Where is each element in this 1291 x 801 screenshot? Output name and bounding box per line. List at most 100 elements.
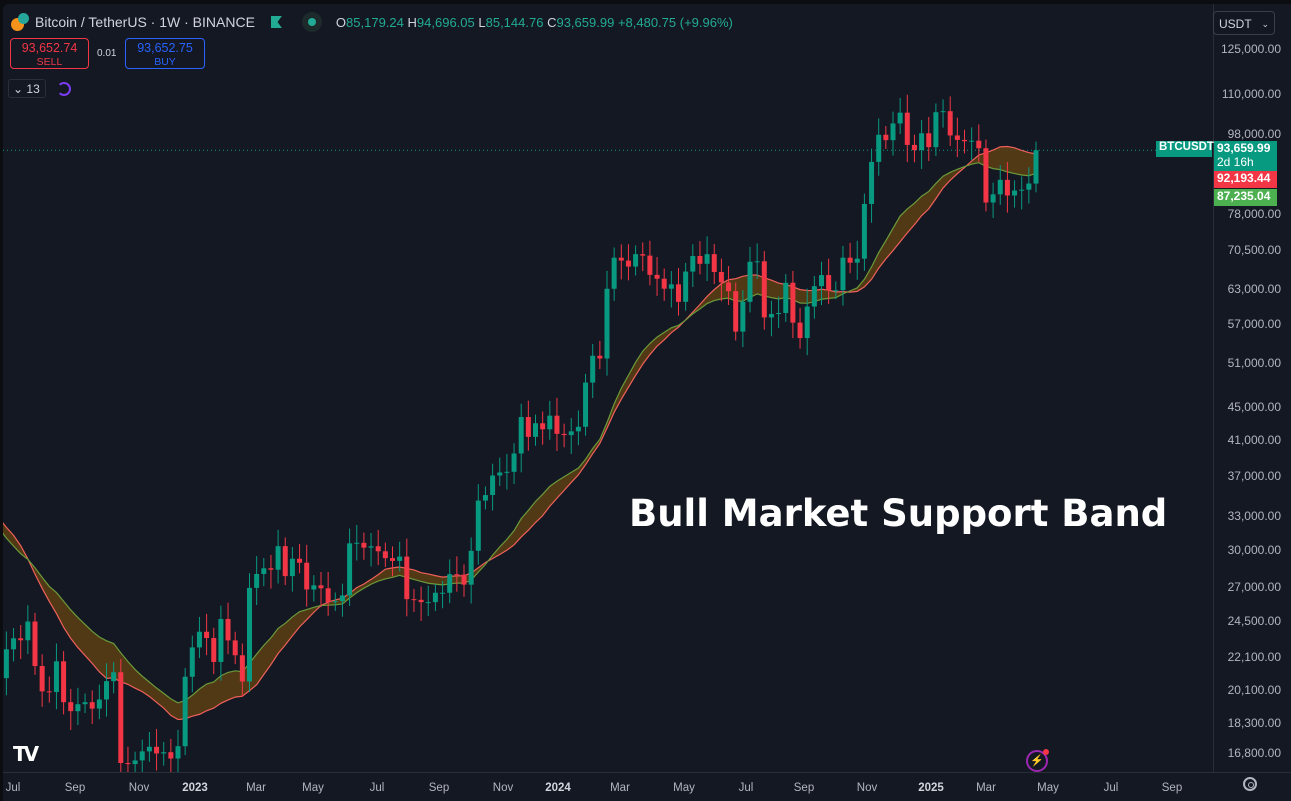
candle-body [604, 288, 610, 359]
price-tick-label: 51,000.00 [1227, 356, 1281, 371]
symbol-title[interactable]: Bitcoin / TetherUS · 1W · BINANCE [35, 14, 255, 30]
candle-body [690, 255, 696, 272]
candle-body [568, 431, 574, 436]
candle-body [804, 306, 810, 339]
change-value: +8,480.75 (+9.96%) [617, 14, 733, 30]
candle-body [811, 286, 817, 307]
currency-select[interactable]: USDT ⌄ [1213, 11, 1275, 35]
candle-body [962, 139, 967, 142]
candle-body [175, 746, 181, 759]
candle-body [525, 417, 531, 437]
last-price-tag: 93,659.99 2d 16h [1214, 141, 1277, 172]
time-tick-label: Jul [1103, 782, 1119, 794]
chart-annotation[interactable]: Bull Market Support Band [629, 492, 1168, 535]
candle-body [261, 568, 267, 574]
sma-value-tag: 92,193.44 [1214, 171, 1277, 189]
candle-body [39, 666, 45, 692]
sell-button[interactable]: 93,652.74 SELL [10, 38, 89, 69]
indicator-count: 13 [26, 82, 40, 96]
symbol-header: Bitcoin / TetherUS · 1W · BINANCE O85,17… [11, 12, 733, 32]
settings-gear-icon[interactable] [1243, 777, 1257, 791]
last-price-value: 93,659.99 [1217, 141, 1271, 156]
price-tick-label: 110,000.00 [1221, 86, 1281, 101]
candle-body [1033, 150, 1039, 184]
candle-body [497, 472, 503, 476]
chart-panel[interactable]: Bitcoin / TetherUS · 1W · BINANCE O85,17… [3, 4, 1291, 801]
indicators-toggle[interactable]: ⌄ 13 [8, 79, 46, 98]
price-tick-label: 125,000.00 [1220, 42, 1281, 56]
candle-body [633, 254, 639, 267]
candle-body [647, 255, 653, 275]
candle-body [89, 702, 95, 709]
candle-body [447, 574, 453, 593]
candle-body [375, 546, 381, 552]
candle-body [68, 702, 74, 712]
flag-icon[interactable] [270, 16, 282, 28]
candle-body [347, 543, 353, 596]
candle-body [997, 179, 1003, 195]
candle-body [254, 573, 260, 588]
tradingview-logo[interactable]: TV [13, 742, 39, 766]
candle-body [111, 672, 117, 682]
time-tick-label: 2023 [182, 782, 208, 794]
candle-body [854, 258, 860, 263]
candle-body [1004, 179, 1010, 196]
candle-body [282, 546, 288, 577]
time-tick-label: Jul [369, 782, 385, 794]
candle-body [683, 271, 689, 302]
candle-body [211, 637, 217, 662]
time-tick-label: Mar [976, 782, 996, 794]
sync-icon[interactable] [57, 82, 71, 96]
candle-body [711, 254, 717, 272]
ema-21-line [3, 162, 1037, 704]
candle-body [840, 257, 846, 291]
candle-body [482, 495, 488, 501]
time-tick-label: Nov [492, 782, 514, 794]
sell-price: 93,652.74 [21, 41, 78, 55]
candle-body [247, 587, 252, 682]
price-tick-label: 78,000.00 [1227, 207, 1281, 222]
candle-body [154, 746, 160, 754]
candle-body [490, 475, 496, 496]
candle-body [332, 601, 338, 603]
candle-body [411, 599, 417, 601]
time-tick-label: Sep [64, 782, 86, 794]
price-axis[interactable]: 125,000.00 110,000.00 98,000.00 78,000.00 70… [1213, 4, 1291, 772]
candle-body [890, 123, 896, 141]
candle-body [776, 312, 782, 315]
candle-body [819, 275, 824, 287]
candle-body [790, 282, 796, 323]
price-chart[interactable] [3, 4, 1213, 772]
candle-body [418, 599, 424, 603]
candle-body [726, 282, 732, 292]
candle-body [504, 471, 510, 473]
candle-body [32, 621, 38, 667]
candle-body [382, 551, 388, 559]
candle-body [268, 568, 274, 570]
candle-body [425, 602, 431, 604]
candle-body [46, 691, 52, 693]
candle-body [311, 585, 317, 590]
candle-body [75, 704, 81, 712]
candle-body [275, 546, 281, 570]
price-tick-label: 63,000.00 [1227, 282, 1281, 297]
market-status-icon[interactable] [301, 12, 322, 32]
candle-body [547, 415, 553, 430]
candle-body [990, 194, 996, 203]
candle-body [318, 585, 324, 589]
chevron-down-icon: ⌄ [1261, 19, 1269, 29]
candle-body [904, 112, 910, 145]
buy-button[interactable]: 93,652.75 BUY [125, 38, 205, 69]
price-tick-label: 33,000.00 [1227, 509, 1281, 524]
candle-body [625, 260, 631, 267]
candle-body [3, 649, 9, 679]
candle-body [611, 257, 617, 289]
low-label: L [478, 14, 486, 30]
open-label: O [335, 14, 347, 30]
price-tick-label: 70,500.00 [1227, 242, 1281, 257]
price-tick-label: 30,000.00 [1227, 542, 1281, 557]
currency-label: USDT [1219, 17, 1252, 31]
time-axis[interactable]: Jul Sep Nov 2023 Mar May Jul Sep Nov 2024 Mar May Ju… [3, 772, 1291, 801]
time-tick-label: 2024 [545, 782, 571, 794]
lightning-alert-icon[interactable]: ⚡ [1026, 749, 1049, 772]
